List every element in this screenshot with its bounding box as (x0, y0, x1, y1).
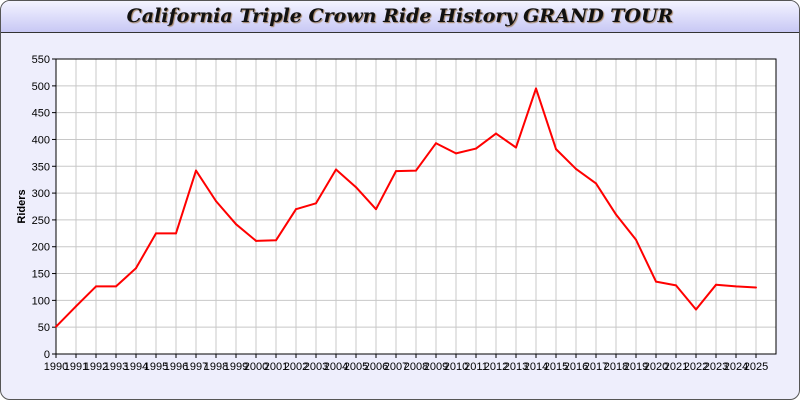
data-point (375, 208, 377, 211)
x-tick-label: 2013 (504, 361, 528, 373)
data-point (115, 285, 117, 288)
y-tick-label: 250 (32, 215, 50, 227)
x-tick-label: 1990 (44, 361, 68, 373)
data-point (135, 267, 137, 270)
chart-title: California Triple Crown Ride History GRA… (1, 1, 799, 33)
data-point (635, 238, 637, 241)
x-tick-label: 2010 (444, 361, 468, 373)
data-point (515, 146, 517, 149)
data-point (355, 186, 357, 189)
y-tick-label: 150 (32, 269, 50, 281)
x-tick-label: 2011 (464, 361, 488, 373)
y-tick-label: 350 (32, 161, 50, 173)
y-tick-label: 400 (32, 134, 50, 146)
x-tick-label: 2024 (724, 361, 748, 373)
data-point (255, 239, 257, 242)
x-tick-label: 2000 (244, 361, 268, 373)
x-tick-label: 2018 (604, 361, 628, 373)
data-point (435, 142, 437, 145)
x-tick-label: 2009 (424, 361, 448, 373)
data-point (655, 280, 657, 283)
y-axis-label: Riders (16, 189, 28, 223)
data-point (335, 168, 337, 171)
x-tick-label: 1996 (164, 361, 188, 373)
x-tick-label: 2015 (544, 361, 568, 373)
y-tick-label: 50 (38, 322, 50, 334)
x-tick-label: 2004 (324, 361, 348, 373)
data-point (175, 232, 177, 235)
data-point (575, 167, 577, 170)
data-point (295, 208, 297, 211)
x-tick-label: 1994 (124, 361, 148, 373)
data-point (395, 170, 397, 173)
x-tick-label: 2023 (704, 361, 728, 373)
x-tick-label: 2020 (644, 361, 668, 373)
x-tick-label: 2002 (284, 361, 308, 373)
data-point (315, 202, 317, 205)
data-point (595, 182, 597, 185)
data-point (235, 223, 237, 226)
x-tick-label: 2025 (744, 361, 768, 373)
x-tick-label: 2016 (564, 361, 588, 373)
x-tick-label: 1993 (104, 361, 128, 373)
y-tick-label: 300 (32, 188, 50, 200)
data-point (155, 232, 157, 235)
x-tick-label: 2017 (584, 361, 608, 373)
data-point (755, 286, 757, 289)
x-tick-label: 2014 (524, 361, 548, 373)
data-point (55, 325, 57, 328)
x-tick-label: 2001 (264, 361, 288, 373)
data-point (215, 200, 217, 203)
data-point (715, 283, 717, 286)
x-tick-label: 2008 (404, 361, 428, 373)
x-tick-label: 1999 (224, 361, 248, 373)
x-tick-label: 2003 (304, 361, 328, 373)
y-tick-label: 550 (32, 54, 50, 66)
data-point (415, 169, 417, 172)
x-tick-label: 2022 (684, 361, 708, 373)
data-point (75, 305, 77, 308)
plot-border (55, 58, 777, 355)
data-point (675, 284, 677, 287)
data-point (455, 152, 457, 155)
riders-line (55, 87, 757, 328)
y-tick-label: 450 (32, 108, 50, 120)
data-point (275, 239, 277, 242)
y-tick-label: 100 (32, 295, 50, 307)
data-point (195, 169, 197, 172)
y-tick-label: 200 (32, 242, 50, 254)
data-point (615, 213, 617, 216)
data-point (735, 285, 737, 288)
x-tick-label: 2019 (624, 361, 648, 373)
y-tick-label: 500 (32, 81, 50, 93)
x-tick-label: 2012 (484, 361, 508, 373)
data-point (95, 285, 97, 288)
x-tick-label: 2007 (384, 361, 408, 373)
x-tick-label: 1995 (144, 361, 168, 373)
x-tick-label: 2006 (364, 361, 388, 373)
x-tick-label: 1991 (64, 361, 88, 373)
x-tick-label: 1992 (84, 361, 108, 373)
y-tick-label: 0 (44, 349, 50, 361)
x-tick-label: 1997 (184, 361, 208, 373)
data-point (495, 132, 497, 135)
data-point (555, 148, 557, 151)
data-point (475, 147, 477, 150)
x-tick-label: 2021 (664, 361, 688, 373)
x-tick-label: 2005 (344, 361, 368, 373)
x-tick-label: 1998 (204, 361, 228, 373)
data-point (695, 308, 697, 311)
data-point (535, 87, 537, 90)
